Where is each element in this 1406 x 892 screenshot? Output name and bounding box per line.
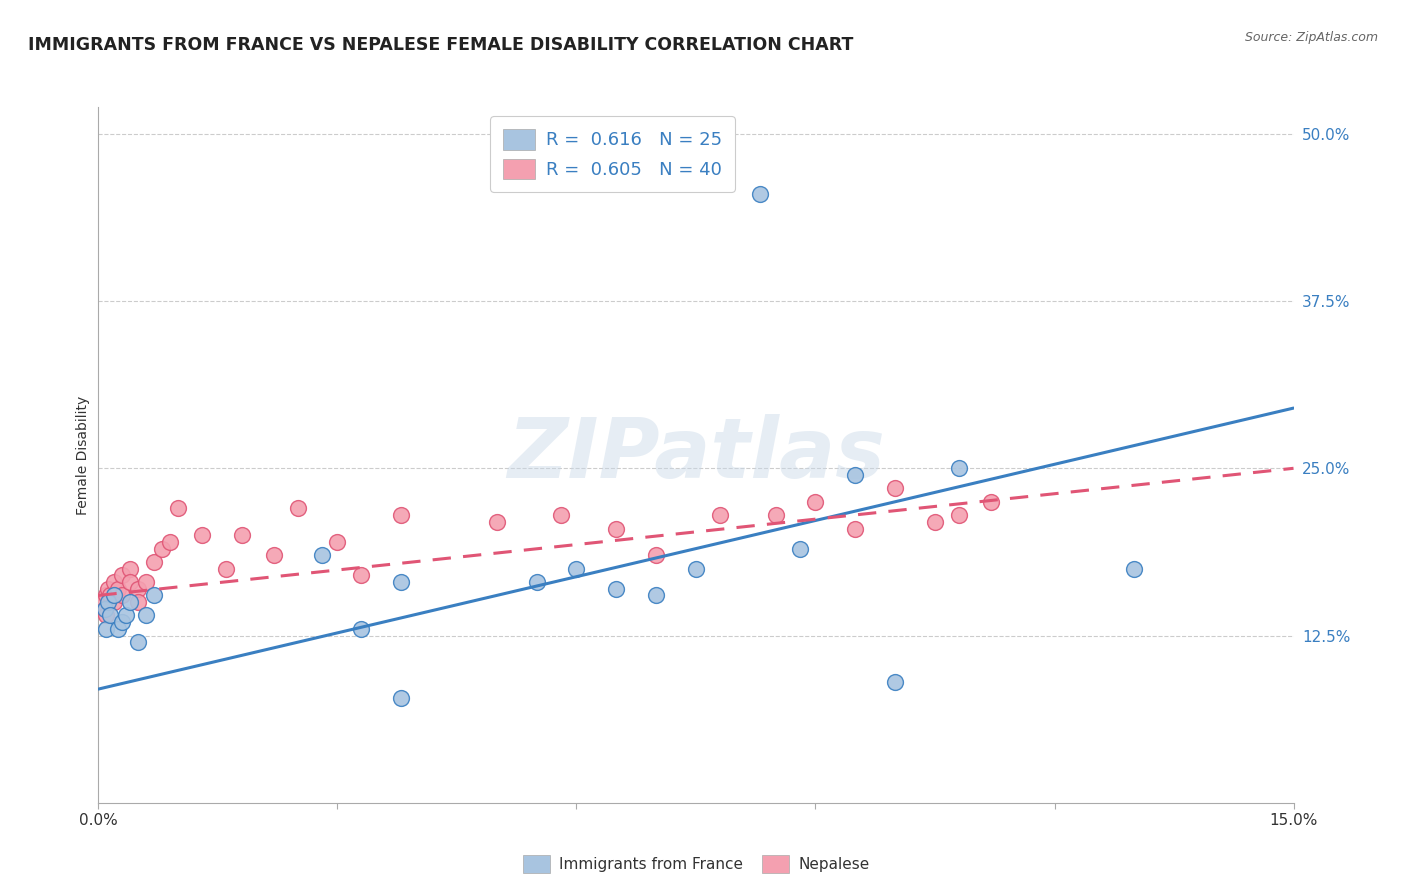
Point [231, 528, 253, 542]
Point [526, 575, 548, 590]
Point [159, 535, 181, 549]
Point [96, 622, 118, 636]
Point [135, 608, 157, 623]
Point [96, 608, 118, 623]
Point [91, 595, 114, 609]
Text: IMMIGRANTS FROM FRANCE VS NEPALESE FEMALE DISABILITY CORRELATION CHART: IMMIGRANTS FROM FRANCE VS NEPALESE FEMAL… [28, 36, 853, 54]
Point [215, 562, 238, 576]
Point [565, 562, 588, 576]
Point [103, 575, 125, 590]
Point [143, 555, 166, 569]
Point [167, 501, 190, 516]
Text: ZIPatlas: ZIPatlas [508, 415, 884, 495]
Point [884, 675, 907, 690]
Point [389, 508, 412, 523]
Point [685, 562, 707, 576]
Point [844, 521, 866, 535]
Point [96, 589, 118, 603]
Point [765, 508, 787, 523]
Point [107, 582, 129, 596]
Point [120, 575, 142, 590]
Point [1123, 562, 1146, 576]
Point [789, 541, 811, 556]
Point [924, 515, 946, 529]
Y-axis label: Female Disability: Female Disability [76, 395, 90, 515]
Point [127, 595, 149, 609]
Point [120, 595, 142, 609]
Point [103, 589, 125, 603]
Point [605, 582, 627, 596]
Point [389, 575, 412, 590]
Point [111, 589, 134, 603]
Point [143, 589, 166, 603]
Point [550, 508, 572, 523]
Point [97, 582, 120, 596]
Point [127, 582, 149, 596]
Point [389, 691, 412, 706]
Point [191, 528, 214, 542]
Point [645, 548, 668, 563]
Point [127, 635, 149, 649]
Text: Source: ZipAtlas.com: Source: ZipAtlas.com [1244, 31, 1378, 45]
Point [844, 468, 866, 483]
Point [748, 187, 770, 202]
Point [100, 608, 122, 623]
Point [100, 589, 122, 603]
Point [605, 521, 627, 535]
Point [115, 608, 138, 623]
Point [709, 508, 731, 523]
Point [120, 562, 142, 576]
Point [326, 535, 349, 549]
Point [94, 602, 117, 616]
Point [150, 541, 173, 556]
Point [485, 515, 508, 529]
Point [980, 494, 1002, 508]
Point [350, 622, 373, 636]
Point [287, 501, 309, 516]
Legend: Immigrants from France, Nepalese: Immigrants from France, Nepalese [516, 849, 876, 879]
Point [263, 548, 285, 563]
Point [884, 482, 907, 496]
Point [645, 589, 668, 603]
Point [97, 595, 120, 609]
Point [948, 508, 970, 523]
Point [111, 615, 134, 630]
Point [103, 595, 125, 609]
Point [804, 494, 827, 508]
Point [111, 568, 134, 582]
Point [350, 568, 373, 582]
Point [135, 575, 157, 590]
Point [311, 548, 333, 563]
Point [107, 622, 129, 636]
Point [94, 602, 117, 616]
Point [948, 461, 970, 475]
